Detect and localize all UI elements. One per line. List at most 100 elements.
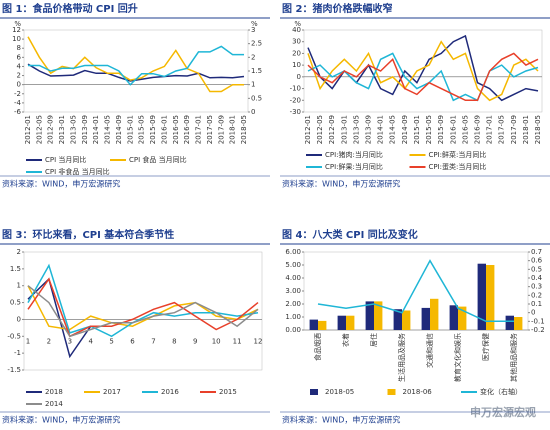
x-tick-label: 2014-05 [389, 115, 397, 144]
chart-title: 图 2：猪肉价格跌幅收窄 [282, 2, 392, 15]
legend-label: CPI:猪肉:当月同比 [325, 150, 383, 159]
x-tick-label: 5 [109, 337, 113, 345]
y-tick-label: 1.00 [285, 313, 301, 321]
plot-frame [23, 251, 263, 371]
bar [430, 298, 439, 330]
legend-label: 2016 [161, 388, 179, 396]
legend-swatch [310, 389, 318, 395]
y2-tick-label: -0.2 [531, 326, 545, 334]
series-line [317, 259, 514, 323]
y2-unit: % [251, 20, 258, 28]
y-tick-label: 5.00 [285, 261, 301, 269]
x-tick-label: 2014-01 [377, 115, 385, 144]
y2-tick-label: 0.3 [531, 283, 542, 291]
y2-tick-label: 0.5 [251, 94, 262, 102]
y-tick-label: -4 [14, 99, 22, 107]
x-tick-label: 2016-09 [473, 115, 481, 144]
y-tick-label: 10 [12, 35, 21, 43]
x-tick-label: 2018-01 [522, 115, 530, 144]
source: 资料来源：WIND，申万宏源研究 [2, 179, 120, 189]
y-tick-label: 0 [17, 81, 21, 89]
y-tick-label: -1.5 [7, 366, 21, 374]
y-tick-label: 0.00 [285, 326, 301, 334]
source: 资料来源：WIND，申万宏源研究 [282, 179, 400, 189]
y-tick-label: -2 [14, 90, 21, 98]
bar [449, 305, 458, 330]
bar [505, 315, 514, 330]
x-tick-label: 2014-01 [92, 115, 100, 144]
y-tick-label: 2.00 [285, 300, 301, 308]
legend-label: 2014 [45, 400, 63, 408]
bar [309, 319, 318, 330]
series-line [27, 285, 259, 338]
x-tick-label: 12 [254, 337, 263, 345]
y-tick-label: 2 [17, 72, 21, 80]
x-tick-label: 2014-05 [104, 115, 112, 144]
x-tick-label: 2014-09 [401, 115, 409, 144]
x-tick-label: 2012-09 [328, 115, 336, 144]
bar [393, 309, 402, 330]
y2-tick-label: 3 [251, 26, 255, 34]
x-tick-label: 2 [47, 337, 51, 345]
legend-label: 2018 [45, 388, 63, 396]
legend-label: 变化（右轴） [480, 387, 522, 396]
y-tick-label: -20 [290, 96, 301, 104]
bar [458, 306, 467, 330]
legend-label: CPI:鲜菜:当月同比 [429, 150, 487, 159]
x-tick-label: 交通和通信 [425, 333, 434, 368]
legend-label: 2018-05 [325, 388, 354, 396]
y-tick-label: -0.5 [7, 332, 21, 340]
series-line [27, 285, 259, 331]
plot-frame [23, 29, 249, 113]
x-tick-label: 2012-01 [304, 115, 312, 144]
y2-tick-label: 2 [251, 53, 255, 61]
y2-tick-label: 0.4 [531, 274, 543, 282]
y-tick-label: 3.00 [285, 287, 301, 295]
y2-tick-label: 0 [531, 309, 535, 317]
series-line [27, 36, 244, 93]
y-tick-label: 40 [292, 26, 301, 34]
x-tick-label: 2013-01 [58, 115, 66, 144]
x-tick-label: 3 [68, 337, 72, 345]
legend-label: CPI 当月同比 [45, 155, 86, 164]
y-tick-label: 2 [17, 248, 21, 256]
bar [365, 301, 374, 330]
x-tick-label: 2018-05 [534, 115, 542, 144]
x-tick-label: 2017-09 [217, 115, 225, 144]
x-tick-label: 2012-05 [316, 115, 324, 144]
legend-label: CPI 食品 当月同比 [129, 155, 187, 164]
y-unit: % [294, 20, 301, 28]
y-tick-label: 6 [17, 53, 22, 61]
x-tick-label: 2015-01 [126, 115, 134, 144]
x-tick-label: 衣着 [341, 333, 350, 347]
chart-title: 图 4：八大类 CPI 同比及变化 [282, 228, 418, 241]
x-tick-label: 食品烟酒 [313, 333, 322, 361]
bar [318, 320, 327, 330]
x-tick-label: 2017-05 [498, 115, 506, 144]
series-line [28, 45, 244, 86]
x-tick-label: 居住 [369, 333, 378, 347]
y2-tick-label: 1.5 [251, 67, 262, 75]
y2-tick-label: 0.5 [531, 265, 542, 273]
y-unit: % [14, 20, 21, 28]
bar [337, 315, 346, 330]
x-tick-label: 2016-05 [172, 115, 180, 144]
series-line [27, 263, 259, 338]
x-tick-label: 2016-05 [461, 115, 469, 144]
x-tick-label: 2017-09 [510, 115, 518, 144]
x-tick-label: 2013-09 [81, 115, 89, 144]
y2-tick-label: 0.1 [531, 300, 542, 308]
legend-swatch [387, 389, 396, 395]
y-tick-label: -1 [14, 349, 21, 357]
y-tick-label: 30 [292, 38, 301, 46]
y-tick-label: 20 [292, 49, 301, 57]
x-tick-label: 7 [151, 337, 155, 345]
x-tick-label: 2013-05 [352, 115, 360, 144]
bar [346, 315, 355, 330]
x-tick-label: 2017-01 [486, 115, 494, 144]
x-tick-label: 6 [130, 337, 135, 345]
bar [374, 301, 383, 330]
y-tick-label: 4 [17, 62, 22, 70]
source: 资料来源：WIND，申万宏源研究 [2, 415, 120, 425]
y-tick-label: 0 [297, 73, 301, 81]
